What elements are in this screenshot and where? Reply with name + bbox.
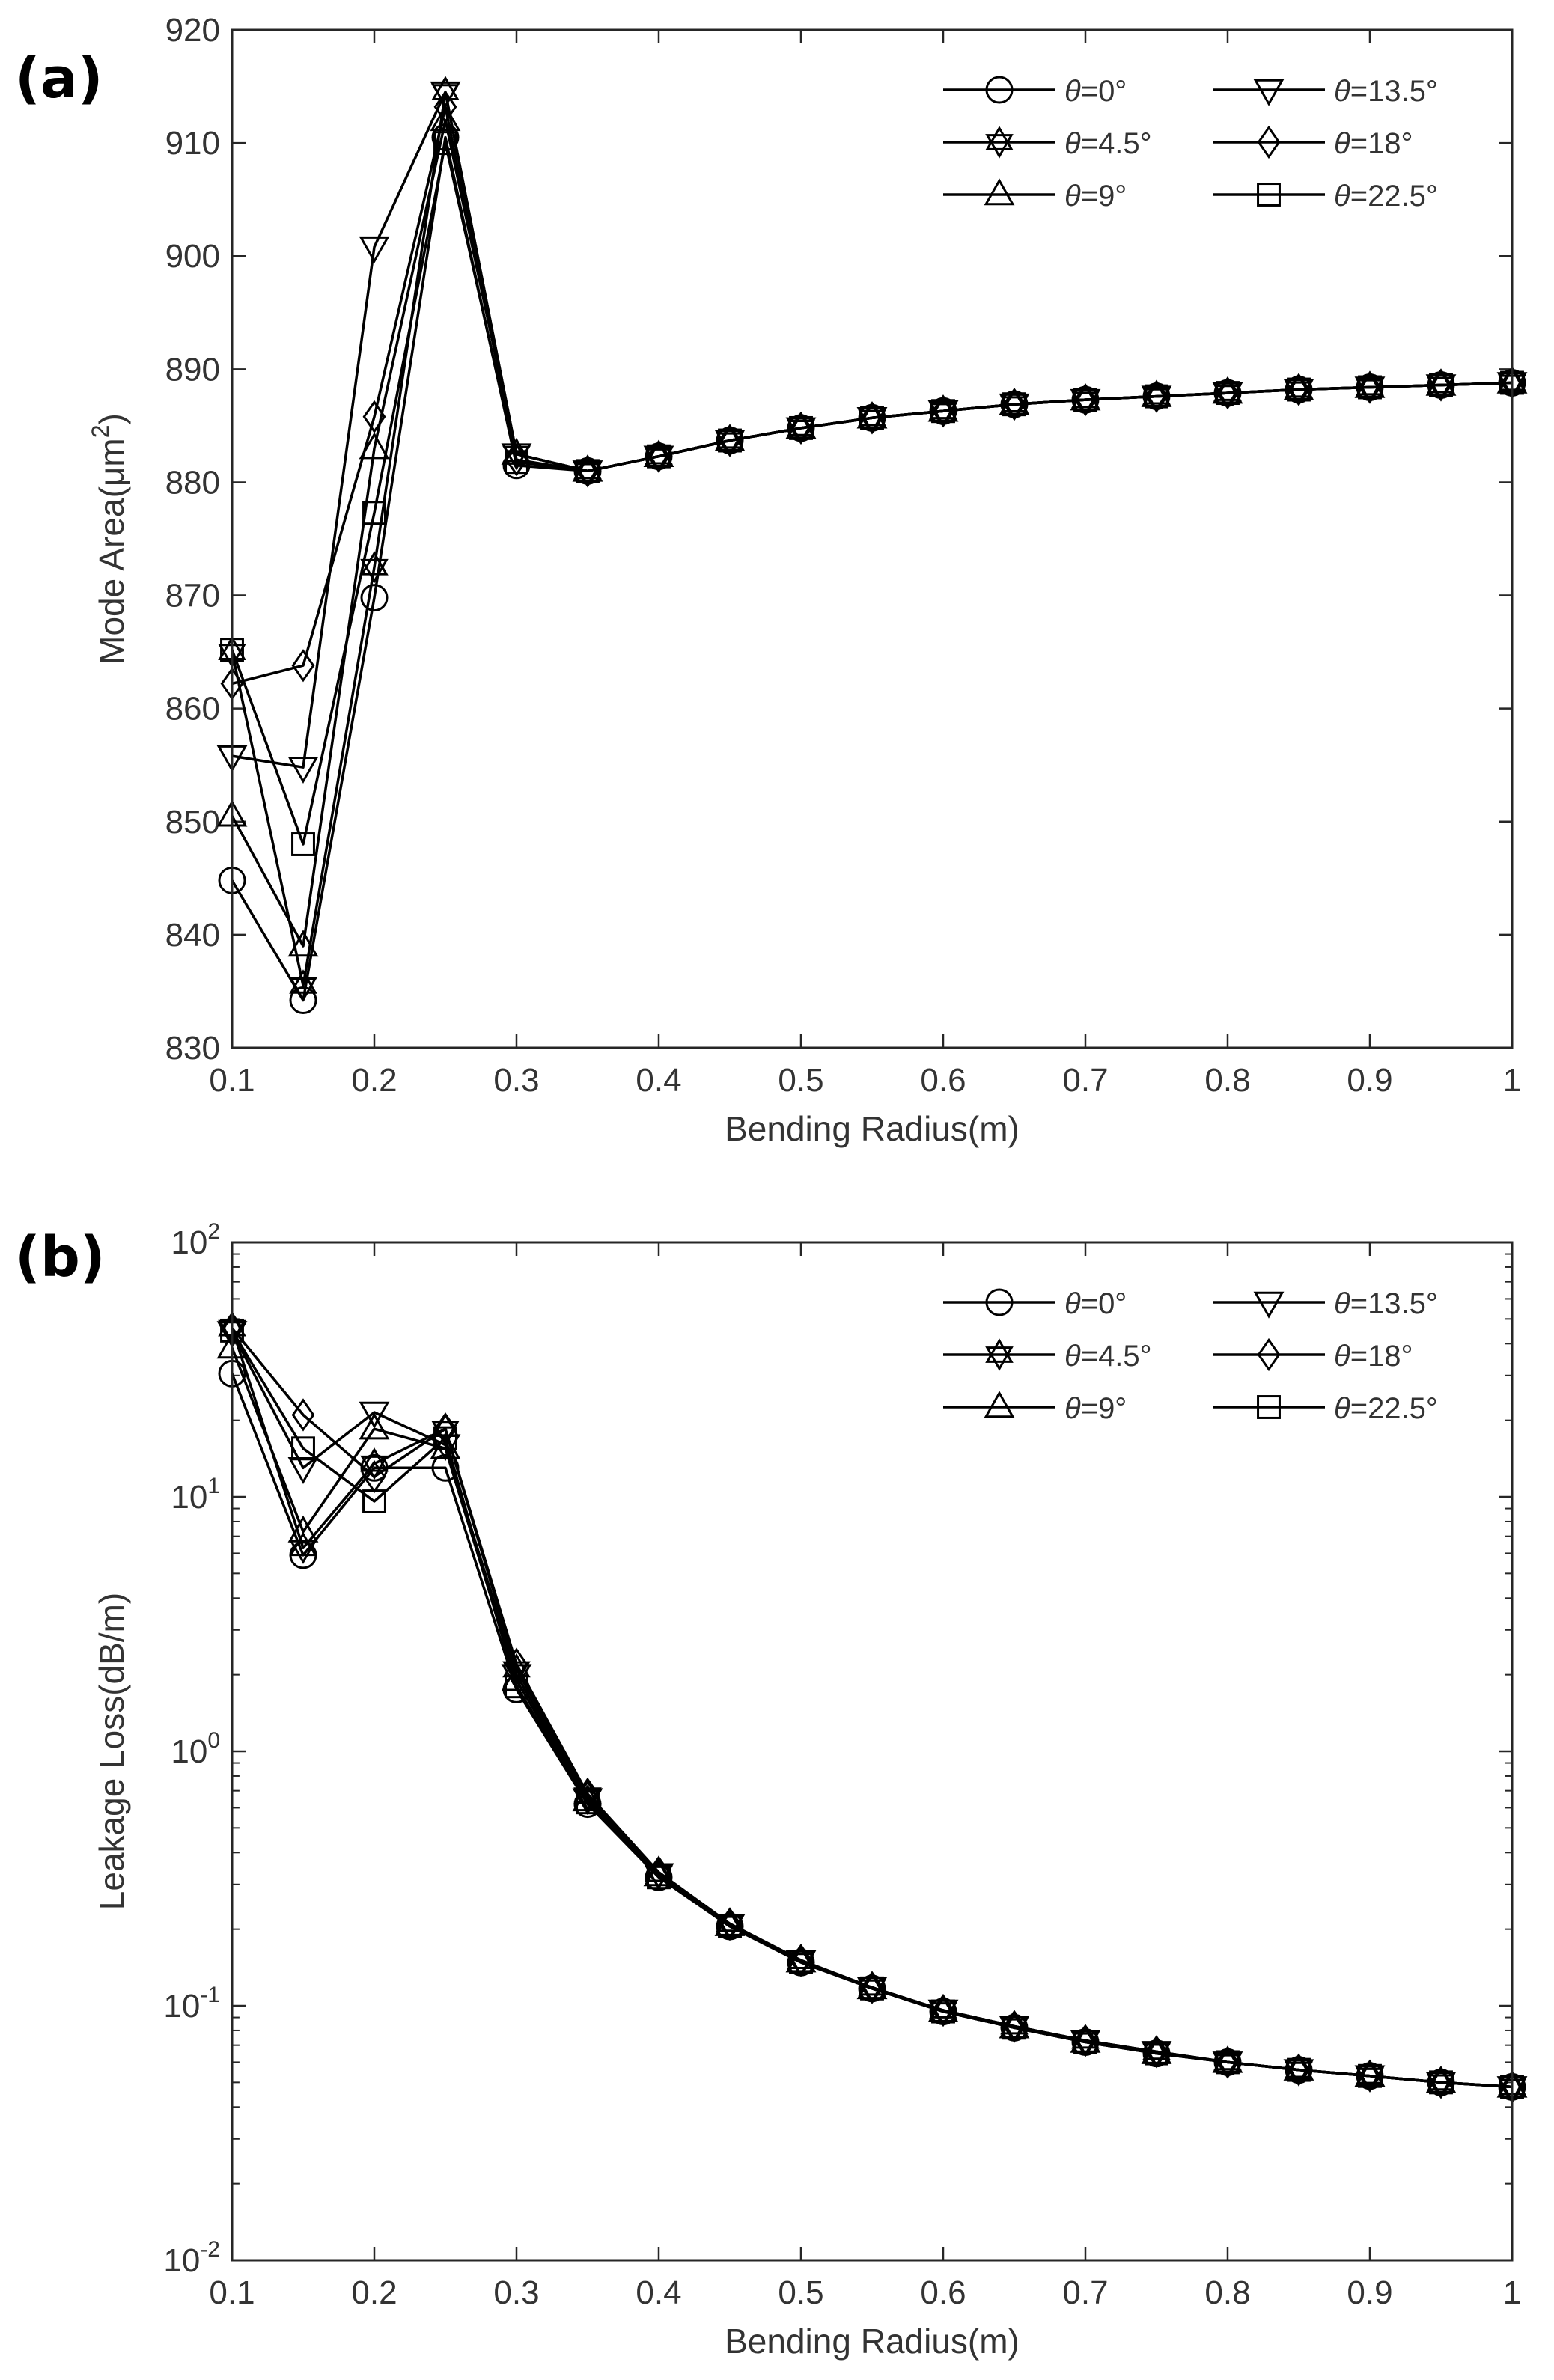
x-tick-label: 0.2 xyxy=(351,1062,397,1099)
x-tick-label: 0.7 xyxy=(1062,1062,1108,1099)
y-tick-label: 920 xyxy=(165,12,220,49)
y-tick-label: 910 xyxy=(165,125,220,162)
legend-label: θ=13.5° xyxy=(1334,1287,1438,1320)
y-tick-label: 850 xyxy=(165,804,220,840)
x-tick-label: 0.5 xyxy=(778,2274,823,2311)
x-tick-label: 0.6 xyxy=(920,1062,966,1099)
plot-area xyxy=(232,1242,1512,2260)
legend-label: θ=13.5° xyxy=(1334,75,1438,108)
legend-label: θ=18° xyxy=(1334,127,1413,160)
x-tick-label: 0.9 xyxy=(1347,2274,1392,2311)
panel-b: (b)0.1 0.2 0.3 0.4 0.5 0.6 0.7 0.8 0.9 110-210-11… xyxy=(15,1219,1526,2361)
x-tick-label: 0.3 xyxy=(493,1062,539,1099)
legend-label: θ=22.5° xyxy=(1334,180,1438,213)
x-tick-label: 0.3 xyxy=(493,2274,539,2311)
x-tick-label: 0.7 xyxy=(1062,2274,1108,2311)
legend-label: θ=9° xyxy=(1064,180,1127,213)
figure: (a) 0.1 0.2 0.3 0.4 0.5 0.6 0.7 0.8 0.9 1 830 840 850… xyxy=(0,0,1554,2380)
x-tick-label: 0.4 xyxy=(636,2274,681,2311)
x-tick-label: 1 xyxy=(1503,2274,1521,2311)
x-tick-label: 0.4 xyxy=(636,1062,681,1099)
legend-label: θ=0° xyxy=(1064,1287,1127,1320)
x-axis-label: Bending Radius(m) xyxy=(725,1109,1020,1148)
y-tick-label: 840 xyxy=(165,917,220,953)
panel-a: (a) 0.1 0.2 0.3 0.4 0.5 0.6 0.7 0.8 0.9 1 830 840 850… xyxy=(15,12,1526,1148)
legend-label: θ=4.5° xyxy=(1064,1340,1152,1373)
x-tick-label: 0.6 xyxy=(920,2274,966,2311)
x-tick-label: 0.1 xyxy=(209,1062,255,1099)
y-tick-label: 900 xyxy=(165,238,220,275)
x-tick-label: 0.2 xyxy=(351,2274,397,2311)
x-axis-label: Bending Radius(m) xyxy=(725,2322,1020,2361)
y-axis-label: Leakage Loss(dB/m) xyxy=(92,1593,131,1910)
x-tick-label: 0.8 xyxy=(1204,1062,1250,1099)
x-tick-label: 0.9 xyxy=(1347,1062,1392,1099)
y-tick-label: 830 xyxy=(165,1030,220,1067)
legend-label: θ=22.5° xyxy=(1334,1392,1438,1425)
x-tick-label: 0.5 xyxy=(778,1062,823,1099)
plot-area xyxy=(232,30,1512,1048)
y-tick-label: 890 xyxy=(165,351,220,388)
y-axis-label: Mode Area(μm2) xyxy=(87,413,131,665)
y-tick-label: 870 xyxy=(165,578,220,614)
y-tick-label: 880 xyxy=(165,464,220,501)
legend-label: θ=4.5° xyxy=(1064,127,1152,160)
legend-label: θ=0° xyxy=(1064,75,1127,108)
panel-label: (b) xyxy=(15,1225,106,1290)
x-tick-label: 1 xyxy=(1503,1062,1521,1099)
panel-label: (a) xyxy=(15,46,103,111)
legend-label: θ=9° xyxy=(1064,1392,1127,1425)
x-tick-label: 0.1 xyxy=(209,2274,255,2311)
y-tick-label: 860 xyxy=(165,691,220,727)
legend-label: θ=18° xyxy=(1334,1340,1413,1373)
x-tick-label: 0.8 xyxy=(1204,2274,1250,2311)
